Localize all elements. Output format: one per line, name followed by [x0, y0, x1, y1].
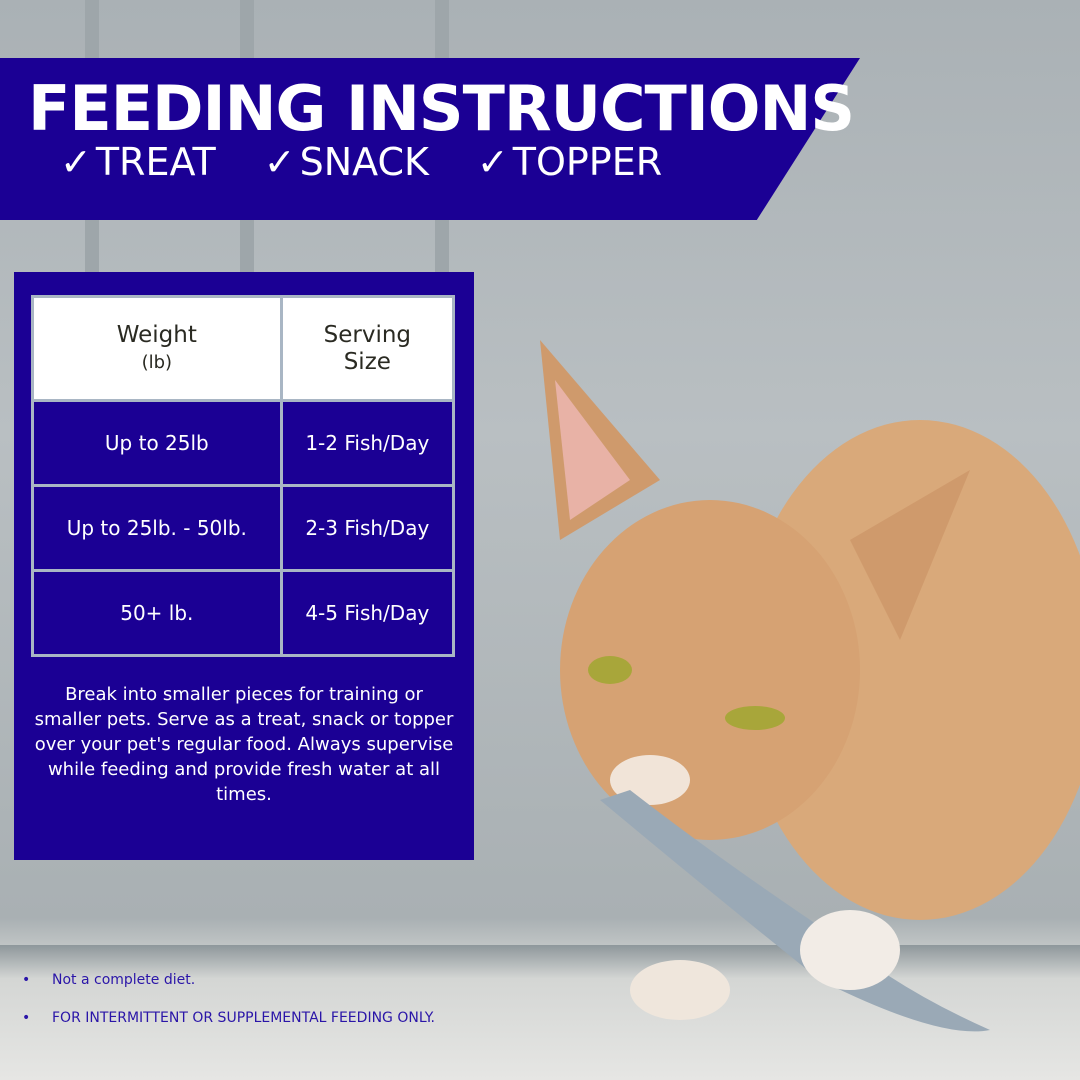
checkmark-icon: ✓: [263, 140, 296, 184]
check-item: ✓ SNACK: [263, 140, 429, 184]
bullet-icon: •: [22, 972, 31, 988]
usage-checklist: ✓ TREAT ✓ SNACK ✓ TOPPER: [60, 140, 662, 184]
table-row: Up to 25lb 1-2 Fish/Day: [31, 399, 456, 487]
checkmark-icon: ✓: [60, 140, 92, 184]
header-weight: Weight (lb): [31, 295, 283, 402]
feeding-note: Break into smaller pieces for training o…: [34, 684, 454, 805]
cat-eating-fish-photo: [540, 340, 1080, 1032]
check-item: ✓ TREAT: [60, 140, 216, 184]
feeding-panel: Weight (lb) Serving Size Up to 25lb 1-2 Fis…: [14, 272, 474, 860]
list-item: • FOR INTERMITTENT OR SUPPLEMENTAL FEEDIN…: [22, 1010, 435, 1026]
check-item: ✓ TOPPER: [476, 140, 663, 184]
table-row: Up to 25lb. - 50lb. 2-3 Fish/Day: [31, 484, 456, 572]
page-title: FEEDING INSTRUCTIONS: [28, 72, 855, 145]
header-serving: Serving Size: [279, 295, 456, 402]
bullet-icon: •: [22, 1010, 31, 1026]
header-banner: [0, 58, 860, 220]
feeding-table: Weight (lb) Serving Size Up to 25lb 1-2 Fis…: [31, 295, 456, 657]
list-item: • Not a complete diet.: [22, 972, 196, 988]
checkmark-icon: ✓: [476, 140, 509, 184]
table-row: 50+ lb. 4-5 Fish/Day: [31, 569, 456, 657]
disclaimer-list: • Not a complete diet. • FOR INTERMITTENT …: [22, 972, 435, 1048]
